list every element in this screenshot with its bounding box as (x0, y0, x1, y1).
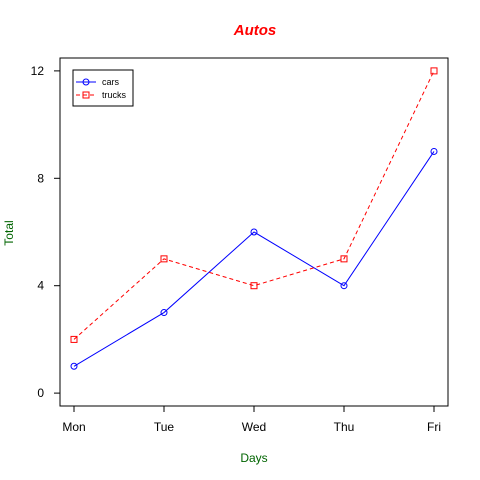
point-trucks-tue (160, 255, 168, 263)
y-tick-label-4: 4 (37, 279, 44, 293)
y-axis-label: Total (2, 220, 16, 245)
x-tick-label-tue: Tue (154, 420, 175, 434)
series (70, 67, 438, 370)
point-trucks-thu (340, 255, 348, 263)
x-axis-label: Days (240, 451, 267, 465)
legend-marker-cars (82, 78, 90, 86)
point-cars-thu (340, 282, 348, 290)
x-tick-label-thu: Thu (334, 420, 355, 434)
y-tick-label-0: 0 (37, 386, 44, 400)
point-trucks-wed (250, 282, 258, 290)
point-cars-wed (250, 228, 258, 236)
series-line-trucks (73, 70, 435, 340)
series-trucks (70, 67, 438, 343)
legend-label-cars: cars (102, 77, 120, 87)
point-trucks-fri (430, 67, 438, 75)
y-tick-label-12: 12 (31, 64, 45, 78)
x-tick-label-wed: Wed (242, 420, 266, 434)
series-cars (70, 147, 438, 370)
y-tick-label-8: 8 (37, 171, 44, 185)
legend-label-trucks: trucks (102, 90, 127, 100)
point-cars-mon (70, 362, 78, 370)
legend: cars trucks (72, 69, 134, 107)
point-trucks-mon (70, 335, 78, 343)
chart-title: Autos (233, 22, 277, 39)
x-tick-label-mon: Mon (62, 420, 85, 434)
legend-marker-trucks (82, 91, 90, 99)
series-line-cars (73, 151, 435, 367)
legend-box (72, 69, 134, 107)
x-tick-label-fri: Fri (427, 420, 441, 434)
point-cars-tue (160, 309, 168, 317)
axes: Mon Tue Wed Thu Fri 0 4 8 12 (31, 64, 441, 434)
point-cars-fri (430, 147, 438, 155)
